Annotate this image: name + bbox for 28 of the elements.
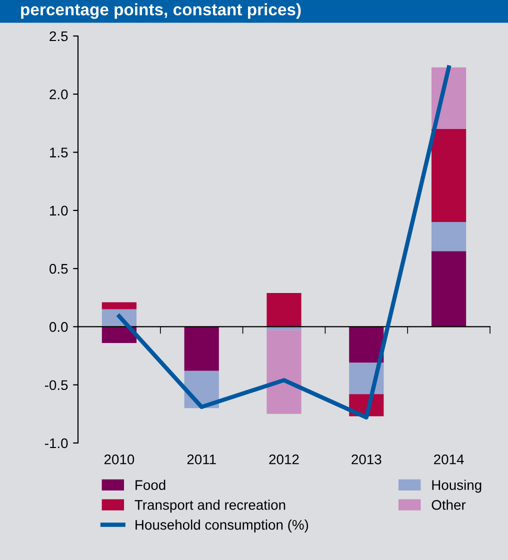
y-tick-label: -1.0 <box>44 438 68 448</box>
bar <box>184 326 219 371</box>
y-tick-label: 1.0 <box>50 206 68 216</box>
bar <box>266 330 302 414</box>
y-tick-label: 0.0 <box>50 322 68 332</box>
legend-label: Housing <box>432 480 482 493</box>
y-tick-label: 2.5 <box>50 31 68 42</box>
legend-label: Food <box>136 480 166 490</box>
bar <box>349 326 384 363</box>
bar <box>266 292 302 327</box>
x-tick-label: 2010 <box>104 454 134 464</box>
bar <box>431 129 466 222</box>
y-tick-label: 1.5 <box>50 148 68 158</box>
x-tick-label: 2013 <box>352 454 382 464</box>
bar <box>431 222 466 252</box>
x-tick-label: 2012 <box>269 454 299 464</box>
x-tick-label: 2014 <box>434 454 464 464</box>
legend-label: Other <box>432 500 466 510</box>
line-series <box>117 65 451 420</box>
bar <box>102 302 137 310</box>
x-tick-label: 2011 <box>187 454 216 464</box>
chart-title: percentage points, constant prices) <box>21 3 301 19</box>
bar <box>431 251 466 327</box>
legend-label: Transport and recreation <box>134 500 286 513</box>
y-tick-label: 0.5 <box>50 264 68 274</box>
y-tick-label: 2.0 <box>50 89 68 100</box>
y-tick-label: -0.5 <box>44 380 68 390</box>
legend-label: Household consumption (%) <box>136 520 308 532</box>
